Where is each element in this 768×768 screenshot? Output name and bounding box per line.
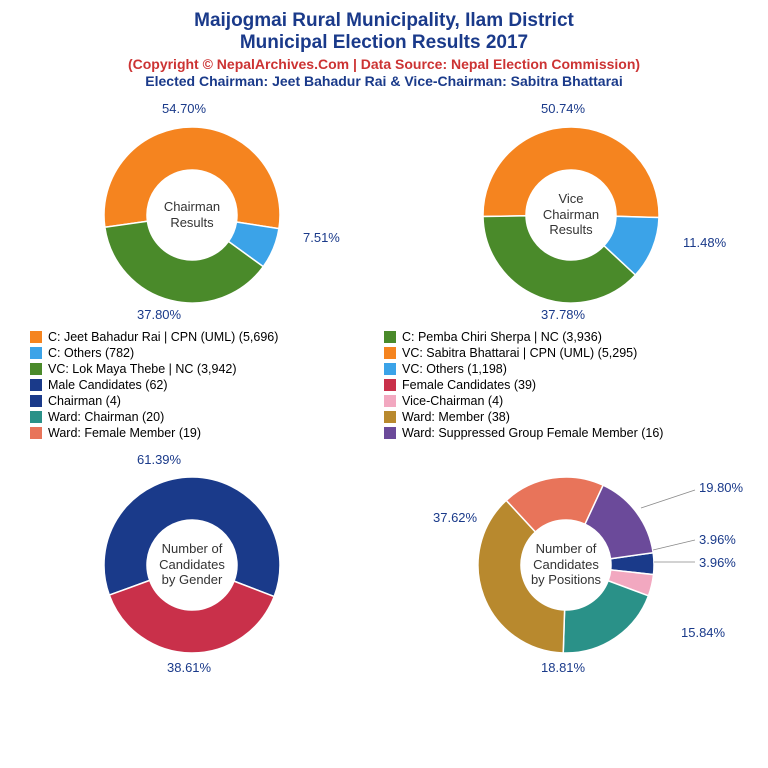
pct-label: 61.39% xyxy=(137,452,181,467)
legend-text: VC: Others (1,198) xyxy=(402,362,507,376)
donut-slice xyxy=(563,581,648,653)
chairman-chart: ChairmanResults 54.70% 7.51% 37.80% xyxy=(7,95,377,325)
title-line1: Maijogmai Rural Municipality, Ilam Distr… xyxy=(0,10,768,32)
legend-text: Vice-Chairman (4) xyxy=(402,394,503,408)
pct-label: 11.48% xyxy=(683,235,726,250)
legend-swatch xyxy=(30,411,42,423)
title-block: Maijogmai Rural Municipality, Ilam Distr… xyxy=(0,0,768,89)
legend-item: VC: Lok Maya Thebe | NC (3,942) xyxy=(30,362,384,376)
pct-label: 38.61% xyxy=(167,660,211,675)
legend-swatch xyxy=(384,347,396,359)
legend-item: Chairman (4) xyxy=(30,394,384,408)
legend-swatch xyxy=(384,411,396,423)
pct-label: 3.96% xyxy=(699,532,736,547)
pct-label: 37.62% xyxy=(433,510,477,525)
pct-label: 54.70% xyxy=(162,101,206,116)
pct-label: 19.80% xyxy=(699,480,743,495)
legend-swatch xyxy=(30,347,42,359)
title-line2: Municipal Election Results 2017 xyxy=(0,32,768,54)
legend-col-right: C: Pemba Chiri Sherpa | NC (3,936) VC: Sa… xyxy=(384,330,738,442)
legend-text: Female Candidates (39) xyxy=(402,378,536,392)
legend-swatch xyxy=(30,363,42,375)
legend-item: Vice-Chairman (4) xyxy=(384,394,738,408)
legend-swatch xyxy=(30,427,42,439)
legend-swatch xyxy=(384,331,396,343)
bottom-chart-row: Number ofCandidatesby Gender 61.39% 38.61%… xyxy=(0,450,768,680)
legend-text: VC: Lok Maya Thebe | NC (3,942) xyxy=(48,362,237,376)
legend-item: Ward: Female Member (19) xyxy=(30,426,384,440)
elected-line: Elected Chairman: Jeet Bahadur Rai & Vic… xyxy=(0,73,768,89)
legend-swatch xyxy=(30,395,42,407)
legend-text: Chairman (4) xyxy=(48,394,121,408)
donut-slice xyxy=(109,580,274,653)
legend: C: Jeet Bahadur Rai | CPN (UML) (5,696) C… xyxy=(0,325,768,450)
legend-item: Ward: Member (38) xyxy=(384,410,738,424)
legend-item: C: Others (782) xyxy=(30,346,384,360)
legend-swatch xyxy=(384,395,396,407)
chart-center-label: Number ofCandidatesby Positions xyxy=(516,541,616,588)
legend-col-left: C: Jeet Bahadur Rai | CPN (UML) (5,696) C… xyxy=(30,330,384,442)
legend-text: Ward: Member (38) xyxy=(402,410,510,424)
pct-label: 3.96% xyxy=(699,555,736,570)
subtitle: (Copyright © NepalArchives.Com | Data So… xyxy=(0,56,768,72)
chart-center-label: ViceChairmanResults xyxy=(521,191,621,238)
legend-text: Ward: Chairman (20) xyxy=(48,410,164,424)
legend-item: VC: Sabitra Bhattarai | CPN (UML) (5,295… xyxy=(384,346,738,360)
legend-text: Ward: Suppressed Group Female Member (16… xyxy=(402,426,663,440)
legend-item: C: Pemba Chiri Sherpa | NC (3,936) xyxy=(384,330,738,344)
legend-item: Female Candidates (39) xyxy=(384,378,738,392)
legend-swatch xyxy=(384,379,396,391)
legend-item: Ward: Suppressed Group Female Member (16… xyxy=(384,426,738,440)
pct-label: 18.81% xyxy=(541,660,585,675)
legend-swatch xyxy=(384,427,396,439)
top-chart-row: ChairmanResults 54.70% 7.51% 37.80% ViceCha… xyxy=(0,95,768,325)
pct-label: 7.51% xyxy=(303,230,340,245)
positions-chart: Number ofCandidatesby Positions 3.96% 3.96… xyxy=(391,450,761,680)
legend-item: VC: Others (1,198) xyxy=(384,362,738,376)
pct-label: 15.84% xyxy=(681,625,725,640)
pct-label: 50.74% xyxy=(541,101,585,116)
legend-swatch xyxy=(30,331,42,343)
legend-text: C: Pemba Chiri Sherpa | NC (3,936) xyxy=(402,330,602,344)
chart-center-label: ChairmanResults xyxy=(142,199,242,230)
legend-swatch xyxy=(30,379,42,391)
legend-item: Male Candidates (62) xyxy=(30,378,384,392)
legend-text: Male Candidates (62) xyxy=(48,378,168,392)
vice-chairman-chart: ViceChairmanResults 50.74% 11.48% 37.78% xyxy=(391,95,761,325)
legend-text: C: Jeet Bahadur Rai | CPN (UML) (5,696) xyxy=(48,330,278,344)
legend-text: C: Others (782) xyxy=(48,346,134,360)
legend-text: Ward: Female Member (19) xyxy=(48,426,201,440)
gender-chart: Number ofCandidatesby Gender 61.39% 38.61% xyxy=(7,450,377,680)
pct-label: 37.80% xyxy=(137,307,181,322)
legend-text: VC: Sabitra Bhattarai | CPN (UML) (5,295… xyxy=(402,346,637,360)
pct-label: 37.78% xyxy=(541,307,585,322)
legend-item: Ward: Chairman (20) xyxy=(30,410,384,424)
legend-swatch xyxy=(384,363,396,375)
legend-item: C: Jeet Bahadur Rai | CPN (UML) (5,696) xyxy=(30,330,384,344)
chart-center-label: Number ofCandidatesby Gender xyxy=(142,541,242,588)
